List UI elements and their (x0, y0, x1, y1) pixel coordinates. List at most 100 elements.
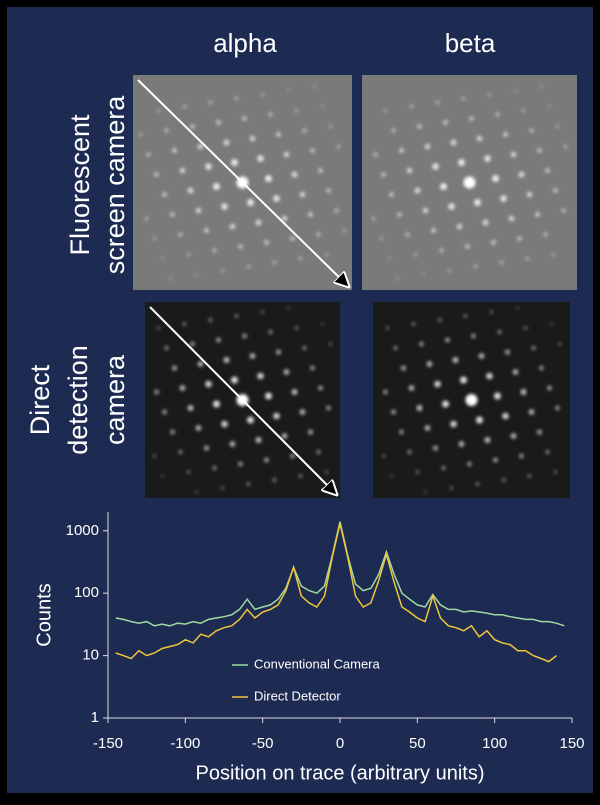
spot (162, 410, 167, 415)
spot (224, 357, 230, 363)
spot (553, 188, 558, 193)
spot (273, 478, 277, 482)
spot (490, 310, 494, 314)
spot (474, 199, 481, 206)
spot (448, 203, 455, 210)
spot (146, 152, 150, 156)
spot (264, 458, 269, 463)
spot (526, 257, 530, 261)
spot (321, 323, 324, 326)
legend-label: Conventional Camera (254, 656, 381, 671)
spot (441, 466, 445, 470)
spot (190, 342, 195, 347)
spot (230, 224, 236, 230)
spot (157, 326, 161, 330)
spot (381, 172, 386, 177)
spot (419, 342, 424, 347)
spot (433, 445, 438, 450)
spot (434, 381, 441, 388)
spot (250, 353, 256, 359)
spot (302, 346, 306, 350)
spot (164, 346, 168, 350)
spot (416, 470, 420, 474)
spot (424, 491, 427, 494)
spot (216, 338, 221, 343)
spot (183, 105, 187, 109)
x-tick-label: 50 (409, 735, 426, 752)
y-tick-label: 1 (91, 709, 99, 726)
spot (257, 155, 264, 162)
spot (425, 144, 431, 150)
legend-label: Direct Detector (254, 688, 341, 703)
spot (139, 133, 143, 137)
spot (169, 277, 172, 280)
spot (329, 342, 333, 346)
spot (484, 155, 491, 162)
spot (469, 116, 474, 121)
spot (503, 132, 508, 137)
spot (188, 188, 194, 194)
y-axis-label: Counts (33, 583, 55, 646)
spot (325, 470, 329, 474)
spot (161, 475, 164, 478)
spot (153, 454, 157, 458)
spot (383, 390, 388, 395)
spot (299, 257, 303, 261)
spot (329, 125, 333, 129)
spot (178, 232, 182, 236)
spot (389, 192, 394, 197)
spot (450, 486, 454, 490)
spot (556, 125, 560, 129)
spot (209, 101, 213, 105)
spot (422, 273, 425, 276)
spot (466, 394, 478, 406)
spot (440, 183, 447, 190)
spot (292, 389, 298, 395)
spot (154, 172, 159, 177)
spot (321, 105, 324, 108)
spot (521, 389, 527, 395)
y-tick-label: 100 (74, 584, 99, 601)
spot (162, 192, 167, 197)
spot (316, 232, 320, 236)
spot (399, 430, 404, 435)
spot (497, 330, 501, 334)
spot (511, 152, 517, 158)
spot (276, 349, 281, 354)
spot (390, 475, 393, 478)
row-label: Fluorescent (65, 114, 95, 256)
spot (212, 248, 216, 252)
spot (212, 466, 216, 470)
spot (494, 393, 501, 400)
spot (531, 346, 535, 350)
spot (276, 132, 281, 137)
spot (334, 208, 338, 212)
spot (517, 236, 522, 241)
spot (502, 413, 509, 420)
spot (476, 417, 483, 424)
spot (284, 369, 290, 375)
spot (310, 148, 315, 153)
spot (273, 413, 280, 420)
spot (273, 195, 280, 202)
spot (425, 425, 431, 431)
spot (380, 237, 384, 241)
spot (287, 89, 290, 92)
spot (513, 369, 519, 375)
spot (438, 318, 442, 322)
spot (443, 120, 448, 125)
spot (164, 128, 168, 132)
spot (261, 310, 265, 314)
spot (238, 462, 243, 467)
spot (318, 168, 323, 173)
spot (178, 450, 182, 454)
spot (268, 112, 272, 116)
spot (500, 261, 504, 265)
spot (204, 445, 209, 450)
spot (543, 232, 547, 236)
spot (407, 450, 411, 454)
column-label: alpha (213, 28, 277, 58)
spot (161, 257, 164, 260)
spot (555, 406, 560, 411)
spot (516, 307, 519, 310)
